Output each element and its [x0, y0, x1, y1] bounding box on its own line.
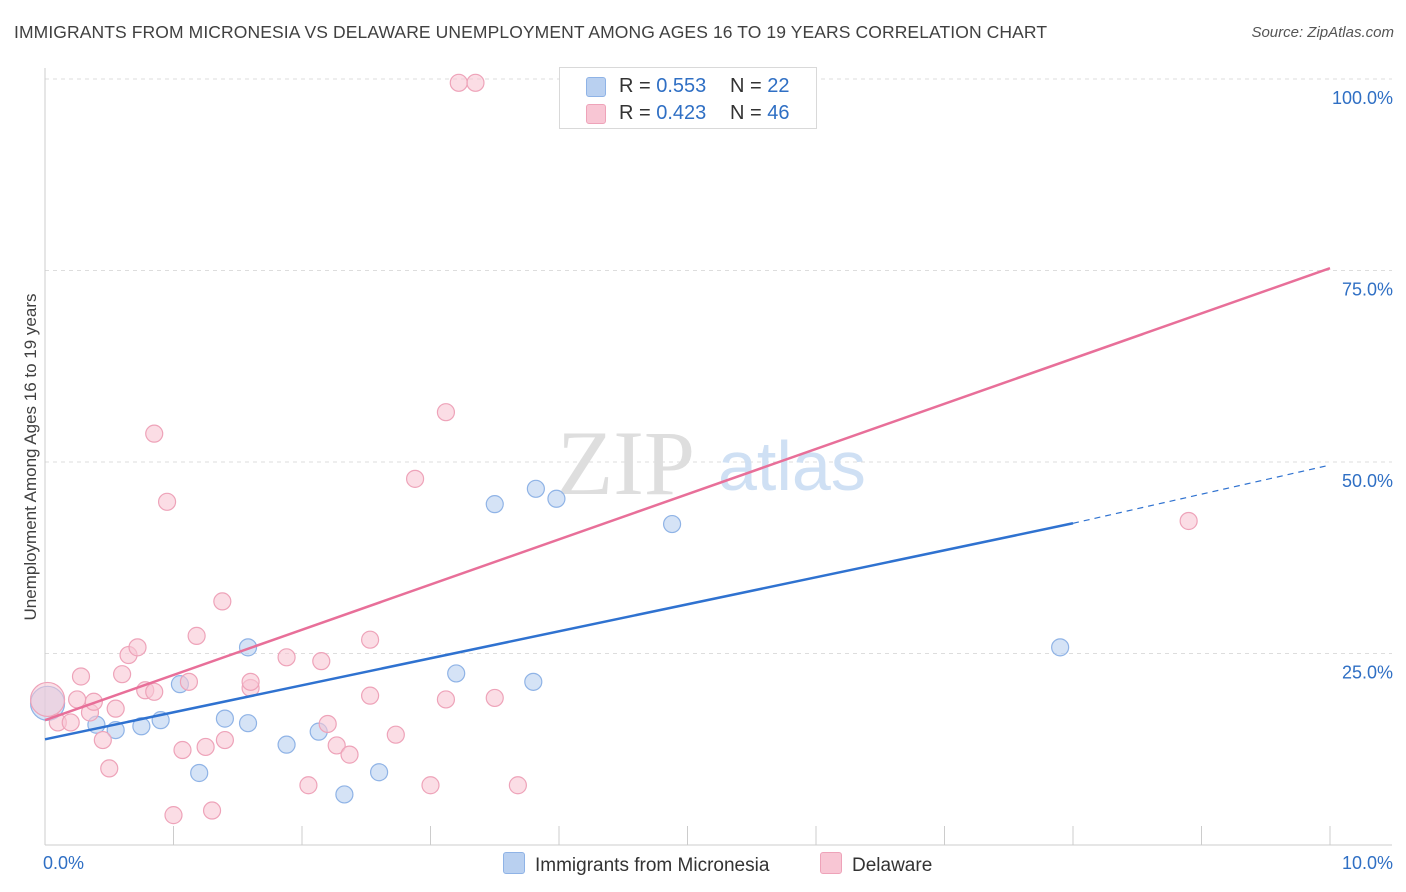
delaware-point	[128, 638, 147, 657]
delaware-point	[405, 469, 425, 488]
delaware-point	[71, 667, 91, 686]
delaware-point	[299, 776, 318, 795]
delaware-point	[361, 630, 380, 649]
legend-r-micronesia: R = 0.553	[619, 75, 707, 97]
micronesia-trend-extension	[1072, 464, 1331, 524]
delaware-point	[106, 699, 125, 718]
stats-legend: R = 0.553 N = 22 R = 0.423 N = 46	[559, 67, 817, 129]
delaware-point	[485, 688, 504, 708]
delaware-point	[327, 736, 346, 755]
delaware-point	[213, 592, 232, 611]
delaware-point	[145, 424, 164, 443]
delaware-point	[215, 730, 234, 750]
delaware-point	[187, 626, 206, 645]
micronesia-point	[238, 638, 258, 657]
delaware-point	[361, 686, 380, 705]
micronesia-trend-line	[44, 522, 1074, 741]
micronesia-point	[215, 709, 234, 728]
legend-row-delaware: R = 0.423 N = 46	[560, 102, 816, 126]
y-tick-label: 75.0%	[1342, 280, 1393, 300]
delaware-point	[466, 73, 485, 92]
delaware-point	[61, 713, 80, 732]
watermark-zip: ZIP	[557, 412, 695, 514]
delaware-point	[508, 776, 527, 795]
y-axis-title: Unemployment Among Ages 16 to 19 years	[21, 294, 40, 621]
delaware-point	[312, 652, 331, 671]
delaware-trend-line	[44, 267, 1331, 722]
delaware-point	[1179, 511, 1198, 531]
series-label-micronesia: Immigrants from Micronesia	[535, 855, 770, 876]
axes	[44, 68, 1392, 846]
delaware-point	[277, 648, 296, 667]
delaware-point	[100, 759, 119, 778]
micronesia-point	[335, 785, 354, 804]
trend-lines	[44, 267, 1331, 741]
y-tick-label: 100.0%	[1332, 88, 1393, 108]
delaware-point	[173, 740, 192, 760]
series-legend-micronesia[interactable]: Immigrants from Micronesia	[503, 852, 769, 877]
delaware-point	[145, 682, 164, 701]
delaware-point	[164, 806, 183, 825]
delaware-point	[196, 737, 215, 757]
y-tick-label: 50.0%	[1342, 471, 1393, 491]
micronesia-point	[547, 489, 566, 508]
micronesia-point	[190, 763, 209, 783]
delaware-point	[29, 681, 66, 718]
legend-n-micronesia: N = 22	[730, 75, 790, 97]
delaware-point	[340, 745, 359, 764]
micronesia-point	[447, 664, 466, 683]
delaware-point	[436, 690, 456, 709]
legend-swatch-delaware	[586, 104, 606, 124]
micronesia-point	[1051, 638, 1070, 657]
delaware-point	[449, 73, 468, 92]
chart-title: IMMIGRANTS FROM MICRONESIA VS DELAWARE U…	[14, 22, 1048, 42]
micronesia-point	[238, 714, 258, 733]
delaware-point	[157, 492, 177, 511]
delaware-point	[68, 690, 87, 709]
delaware-point	[318, 714, 337, 734]
grid-lines	[45, 78, 1392, 654]
x-tick-label-min: 0.0%	[43, 853, 84, 873]
y-tick-label: 25.0%	[1342, 663, 1393, 683]
series-label-delaware: Delaware	[852, 855, 933, 876]
series-swatch-delaware	[820, 852, 842, 874]
data-points	[29, 73, 1198, 825]
series-swatch-micronesia	[503, 852, 525, 874]
delaware-point	[179, 672, 199, 691]
micronesia-point	[662, 514, 682, 534]
series-legend: Immigrants from Micronesia Delaware	[0, 852, 1406, 878]
micronesia-point	[485, 495, 504, 514]
delaware-point	[112, 665, 132, 684]
delaware-point	[93, 730, 112, 750]
delaware-point	[421, 776, 440, 795]
series-legend-delaware[interactable]: Delaware	[820, 852, 932, 877]
legend-r-delaware: R = 0.423	[619, 102, 707, 124]
delaware-point	[386, 725, 405, 744]
delaware-point	[436, 403, 456, 422]
source-credit: Source: ZipAtlas.com	[1251, 24, 1394, 41]
micronesia-point	[370, 763, 389, 782]
legend-row-micronesia: R = 0.553 N = 22	[560, 75, 816, 99]
micronesia-point	[524, 672, 543, 691]
legend-swatch-micronesia	[586, 77, 606, 97]
axis-labels: 25.0% 50.0% 75.0% 100.0% 0.0% 10.0% Unemployme…	[21, 88, 1393, 873]
delaware-point	[202, 801, 222, 820]
micronesia-point	[277, 735, 296, 754]
delaware-point	[241, 672, 260, 691]
watermark: ZIP atlas	[557, 412, 866, 514]
micronesia-point	[526, 479, 545, 498]
legend-n-delaware: N = 46	[730, 102, 790, 124]
x-tick-label-max: 10.0%	[1342, 853, 1393, 873]
